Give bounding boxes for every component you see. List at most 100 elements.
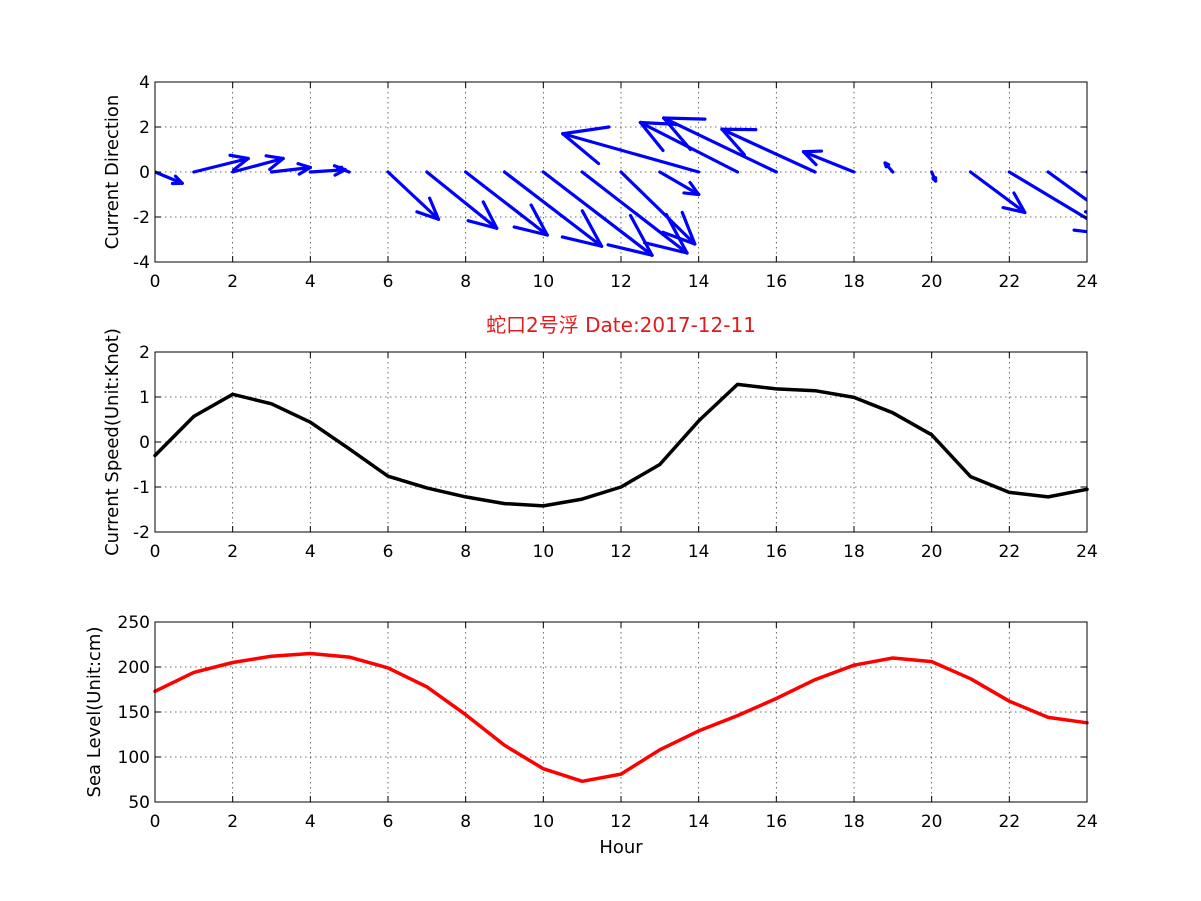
sea-level-line: [153, 651, 1089, 784]
current-direction-arrow-shaft: [801, 150, 856, 174]
current-speed-ylabel: Current Speed(Unit:Knot): [102, 328, 123, 556]
current-direction-ytick-label: 2: [139, 118, 150, 138]
current-direction-arrow: [1007, 170, 1087, 234]
current-direction-arrow: [335, 165, 351, 174]
current-direction-arrow-head: [883, 161, 891, 167]
current-speed-xtick-label: 6: [383, 542, 394, 562]
current-direction-arrow-head: [931, 177, 938, 183]
sea-level-xtick-label: 24: [1076, 812, 1098, 832]
sea-level-xtick-label: 14: [688, 812, 710, 832]
current-direction-arrow-head: [606, 243, 654, 257]
current-direction-arrow: [720, 127, 817, 174]
current-direction-arrow-head: [481, 200, 499, 230]
current-direction-arrow-head: [580, 209, 604, 248]
current-speed-ytick-label: -1: [133, 478, 150, 498]
current-direction-arrow: [662, 116, 778, 174]
current-direction-arrow-head: [560, 235, 604, 248]
sea-level-xtick-label: 0: [150, 812, 161, 832]
current-direction-arrow: [502, 170, 604, 248]
current-direction-ytick-label: -2: [133, 208, 150, 228]
sea-level-xtick-label: 20: [921, 812, 943, 832]
current-direction-xtick-label: 18: [843, 272, 865, 292]
current-direction-arrow-head: [561, 132, 601, 166]
current-direction-arrow-shaft: [231, 156, 285, 174]
current-direction-xtick-label: 24: [1076, 272, 1098, 292]
current-direction-arrow-head: [264, 154, 285, 161]
current-direction-arrow-head: [638, 120, 665, 153]
current-direction-arrow-shaft: [1007, 170, 1087, 221]
sea-level-ytick-label: 150: [118, 703, 150, 723]
sea-level-xtick-label: 6: [383, 812, 394, 832]
sea-level-xtick-label: 8: [460, 812, 471, 832]
current-direction-arrow-head: [268, 156, 285, 171]
current-direction-arrow: [619, 170, 697, 246]
current-direction-arrow-head: [680, 210, 697, 246]
current-direction-arrow-head: [628, 213, 654, 257]
current-direction-arrow-head: [415, 210, 441, 221]
sea-level-ytick-label: 200: [118, 658, 150, 678]
current-direction-arrow-head: [296, 162, 312, 170]
current-direction-arrow-head: [1072, 228, 1087, 234]
current-direction-xtick-label: 20: [921, 272, 943, 292]
current-direction-arrow: [464, 170, 549, 237]
current-direction-xtick-label: 12: [610, 272, 632, 292]
current-direction-arrow-head: [662, 116, 707, 121]
current-direction-arrow-shaft: [662, 116, 778, 174]
current-direction-arrow-head: [466, 219, 499, 230]
current-direction-arrow: [541, 170, 654, 257]
sea-level-grid: [155, 622, 1087, 802]
current-speed-ytick-label: 0: [139, 433, 150, 453]
current-speed-xtick-label: 2: [227, 542, 238, 562]
current-speed-ytick-label: -2: [133, 523, 150, 543]
current-speed-ytick-label: 1: [139, 388, 150, 408]
current-direction-xtick-label: 0: [150, 272, 161, 292]
current-direction-arrow: [192, 153, 250, 174]
current-direction-arrow-shaft: [502, 170, 604, 248]
current-direction-arrows: [155, 116, 1087, 257]
current-direction-arrow-shaft: [619, 170, 697, 246]
current-speed-xtick-label: 20: [921, 542, 943, 562]
current-direction-arrow-shaft: [580, 170, 689, 255]
current-direction-xtick-label: 22: [999, 272, 1021, 292]
current-speed-xtick-label: 8: [460, 542, 471, 562]
current-direction-arrow-head: [682, 191, 701, 197]
current-direction-arrow-head: [512, 225, 549, 237]
current-direction-arrow-head: [297, 165, 312, 176]
current-direction-arrow: [968, 170, 1027, 215]
current-direction-arrow-shaft: [541, 170, 654, 257]
current-direction-arrow: [1046, 170, 1087, 214]
current-direction-arrow-head: [228, 153, 250, 161]
current-direction-arrow: [658, 170, 701, 197]
sea-level-xlabel: Hour: [599, 837, 643, 858]
current-direction-arrow-shaft: [386, 170, 441, 221]
current-speed-xtick-label: 22: [999, 542, 1021, 562]
current-direction-arrow-head: [428, 196, 441, 221]
chart-title: 蛇口2号浮 Date:2017-12-11: [486, 313, 756, 337]
current-direction-arrow-head: [529, 203, 549, 237]
current-direction-xtick-label: 16: [766, 272, 788, 292]
current-direction-arrow: [386, 170, 441, 221]
current-direction-ylabel: Current Direction: [102, 95, 123, 250]
current-direction-arrow-head: [688, 180, 701, 197]
current-direction-ytick-label: 0: [139, 163, 150, 183]
current-direction-arrow-shaft: [658, 170, 701, 197]
sea-level-ytick-label: 50: [128, 793, 150, 813]
current-direction-arrow-shaft: [464, 170, 549, 237]
current-direction-arrow-head: [661, 230, 697, 246]
current-direction-arrow-shaft: [155, 170, 184, 185]
current-direction-arrow-head: [642, 241, 689, 255]
current-direction-xtick-label: 14: [688, 272, 710, 292]
current-direction-arrow: [801, 149, 856, 174]
current-speed-xtick-label: 16: [766, 542, 788, 562]
current-direction-arrow: [155, 170, 184, 186]
current-direction-arrow-shaft: [561, 132, 701, 174]
current-speed-series: [153, 382, 1089, 508]
current-direction-arrow-head: [1012, 191, 1027, 215]
current-direction-arrow: [930, 170, 938, 183]
